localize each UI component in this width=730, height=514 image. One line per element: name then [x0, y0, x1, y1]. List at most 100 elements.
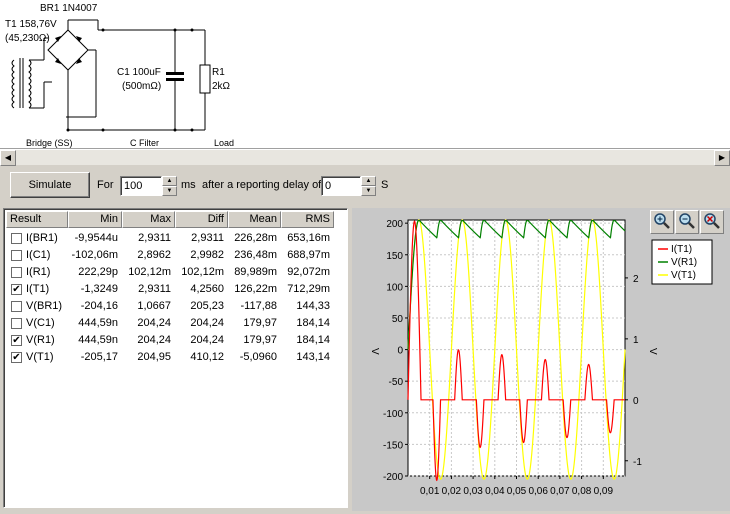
result-diff: 102,12m: [181, 266, 224, 278]
table-row[interactable]: ✔ V(T1) -205,17 204,95 410,12 -5,0960 143,14: [6, 349, 346, 366]
zoom-in-icon[interactable]: [650, 210, 674, 234]
result-rms: 92,072m: [287, 266, 330, 278]
waveform-chart: 200 150 100 50 0 -50 -100 -150 -200 2 1 0 -1 0,01 0,02…: [369, 219, 713, 497]
x-tick-label: 0,04: [485, 486, 505, 497]
scroll-left-icon[interactable]: ◀: [0, 150, 16, 166]
table-row[interactable]: ✔ I(T1) -1,3249 2,9311 4,2560 126,22m 712,29m: [6, 281, 346, 298]
col-rms[interactable]: RMS: [281, 211, 334, 228]
result-checkbox[interactable]: ✔: [11, 352, 22, 363]
table-row[interactable]: V(C1) 444,59n 204,24 204,24 179,97 184,14: [6, 315, 346, 332]
legend-label: V(R1): [671, 257, 697, 268]
spin-down-icon[interactable]: ▼: [361, 186, 376, 196]
spin-down-icon[interactable]: ▼: [162, 186, 177, 196]
x-tick-label: 0,09: [594, 486, 614, 497]
result-min: -9,9544u: [74, 232, 118, 244]
left-tick-label: 200: [386, 219, 403, 230]
result-name: V(C1): [26, 317, 55, 329]
spin-up-icon[interactable]: ▲: [162, 176, 177, 186]
result-checkbox[interactable]: ✔: [11, 335, 22, 346]
result-max: 2,8962: [137, 249, 171, 261]
result-mean: 179,97: [243, 334, 277, 346]
legend-label: V(T1): [671, 270, 696, 281]
x-tick-label: 0,08: [572, 486, 592, 497]
result-checkbox[interactable]: ✔: [11, 284, 22, 295]
result-rms: 144,33: [296, 300, 330, 312]
result-checkbox[interactable]: [11, 233, 22, 244]
right-axis-label: V: [647, 348, 658, 355]
result-mean: 126,22m: [234, 283, 277, 295]
result-mean: 236,48m: [234, 249, 277, 261]
transformer-impedance: (45,230Ω): [5, 33, 50, 44]
result-checkbox[interactable]: [11, 267, 22, 278]
result-max: 204,24: [137, 317, 171, 329]
col-result[interactable]: Result: [6, 211, 68, 228]
transformer-label: T1 158,76V: [5, 19, 57, 30]
result-name: V(R1): [26, 334, 55, 346]
result-min: -205,17: [80, 351, 118, 363]
result-name: V(BR1): [26, 300, 63, 312]
result-mean: 226,28m: [234, 232, 277, 244]
result-name: I(R1): [26, 266, 51, 278]
for-label: For: [97, 179, 114, 191]
right-tick-label: 2: [633, 274, 639, 285]
table-row[interactable]: V(BR1) -204,16 1,0667 205,23 -117,88 144,33: [6, 298, 346, 315]
resistor-value: 2kΩ: [212, 81, 231, 92]
series-line-i-t1: [407, 220, 625, 482]
table-row[interactable]: ✔ V(R1) 444,59n 204,24 204,24 179,97 184,14: [6, 332, 346, 349]
result-rms: 184,14: [296, 334, 330, 346]
delay-stepper[interactable]: ▲ ▼: [361, 176, 376, 196]
spin-up-icon[interactable]: ▲: [361, 176, 376, 186]
result-checkbox[interactable]: [11, 318, 22, 329]
col-mean[interactable]: Mean: [228, 211, 281, 228]
result-diff: 4,2560: [190, 283, 224, 295]
left-tick-label: -50: [389, 377, 404, 388]
result-min: -204,16: [80, 300, 118, 312]
x-tick-label: 0,05: [507, 486, 527, 497]
right-tick-label: -1: [633, 457, 642, 468]
result-max: 204,95: [137, 351, 171, 363]
left-tick-label: -150: [383, 440, 403, 451]
right-tick-label: 0: [633, 396, 639, 407]
zoom-reset-icon[interactable]: [700, 210, 724, 234]
table-row[interactable]: I(R1) 222,29p 102,12m 102,12m 89,989m 92,072m: [6, 264, 346, 281]
result-max: 2,9311: [138, 283, 171, 295]
result-name: I(T1): [26, 283, 50, 295]
results-table: Result Min Max Diff Mean RMS I(BR1) -9,95…: [3, 208, 348, 508]
result-max: 2,9311: [138, 232, 171, 244]
result-checkbox[interactable]: [11, 250, 22, 261]
bridge-label: BR1 1N4007: [40, 3, 98, 14]
result-min: -1,3249: [80, 283, 118, 295]
zoom-out-icon[interactable]: [675, 210, 699, 234]
result-diff: 410,12: [190, 351, 224, 363]
left-axis-label: V: [369, 348, 380, 355]
result-mean: 89,989m: [234, 266, 277, 278]
table-row[interactable]: I(C1) -102,06m 2,8962 2,9982 236,48m 688,97m: [6, 247, 346, 264]
result-min: 444,59n: [78, 317, 118, 329]
resistor-label: R1: [212, 67, 225, 78]
simulate-button[interactable]: Simulate: [10, 172, 90, 198]
col-diff[interactable]: Diff: [175, 211, 228, 228]
horizontal-scrollbar[interactable]: ◀ ▶: [0, 149, 730, 166]
col-max[interactable]: Max: [122, 211, 175, 228]
x-tick-label: 0,03: [463, 486, 483, 497]
result-checkbox[interactable]: [11, 301, 22, 312]
schematic-canvas[interactable]: BR1 1N4007 T1 158,76V (45,230Ω) C1 100uF…: [0, 0, 730, 149]
scroll-right-icon[interactable]: ▶: [714, 150, 730, 166]
result-name: I(BR1): [26, 232, 58, 244]
delay-input[interactable]: [321, 176, 361, 196]
duration-input[interactable]: [120, 176, 162, 196]
schematic-drawing: [11, 19, 211, 132]
result-min: 444,59n: [78, 334, 118, 346]
result-rms: 712,29m: [287, 283, 330, 295]
result-diff: 2,9982: [190, 249, 224, 261]
legend-label: I(T1): [671, 244, 692, 255]
duration-stepper[interactable]: ▲ ▼: [162, 176, 177, 196]
result-min: 222,29p: [78, 266, 118, 278]
left-tick-label: 100: [386, 282, 403, 293]
section-filter: C Filter: [130, 138, 159, 148]
col-min[interactable]: Min: [68, 211, 122, 228]
delay-label: after a reporting delay of: [202, 179, 322, 191]
table-row[interactable]: I(BR1) -9,9544u 2,9311 2,9311 226,28m 653,16m: [6, 230, 346, 247]
result-mean: 179,97: [243, 317, 277, 329]
x-tick-label: 0,06: [528, 486, 548, 497]
